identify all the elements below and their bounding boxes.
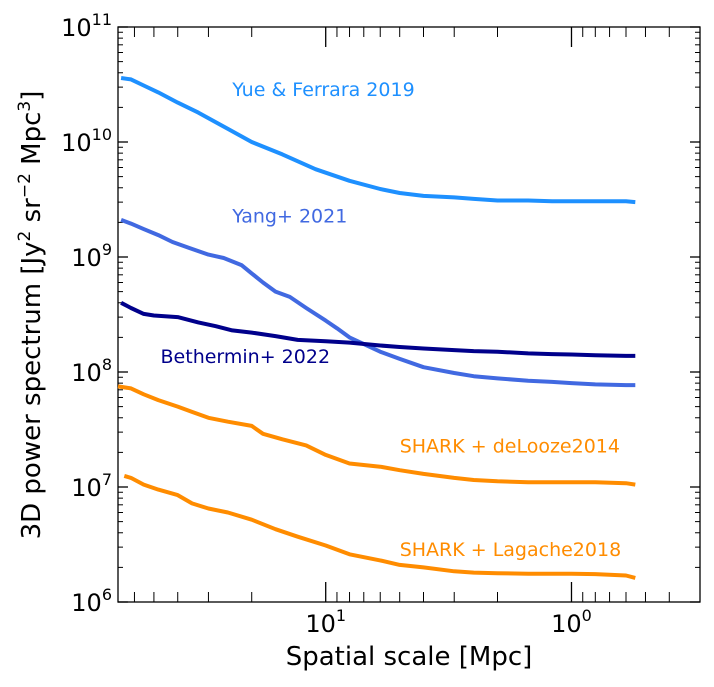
series-label-4: SHARK + Lagache2018 xyxy=(400,539,621,561)
x-axis-ticks: 101 100 xyxy=(305,27,592,638)
y-axis-label: 3D power spectrum [Jy2 sr−2 Mpc3] xyxy=(15,91,47,540)
y-tick-label-base: 10 xyxy=(71,589,102,617)
x-tick-label-base: 10 xyxy=(551,610,582,638)
series-line-0 xyxy=(120,76,636,205)
y-axis-label-superscript: 2 xyxy=(15,231,35,242)
series-label-2: Bethermin+ 2022 xyxy=(161,346,331,368)
series-line-4 xyxy=(123,473,636,580)
y-tick-label: 1011 xyxy=(61,10,112,42)
y-tick-label: 106 xyxy=(71,585,112,617)
series-line-2 xyxy=(120,301,636,358)
y-tick-label-exponent: 11 xyxy=(92,10,112,29)
y-tick-label-base: 10 xyxy=(61,14,92,42)
y-axis-label-superscript: −2 xyxy=(15,173,35,198)
y-tick-label: 1010 xyxy=(61,125,112,157)
series-label-3: SHARK + deLooze2014 xyxy=(400,435,620,457)
y-tick-label-exponent: 10 xyxy=(92,125,112,144)
y-tick-label-exponent: 9 xyxy=(102,240,112,259)
minor-ticks xyxy=(117,27,701,602)
y-axis-label-text: 3D power spectrum [Jy xyxy=(17,241,47,539)
series-label-0: Yue & Ferrara 2019 xyxy=(231,79,414,101)
y-tick-label: 107 xyxy=(71,470,112,502)
x-tick-label-exponent: 0 xyxy=(582,606,592,625)
y-axis-label-text: sr xyxy=(17,198,47,231)
series-lines xyxy=(117,76,636,580)
y-tick-label-exponent: 8 xyxy=(102,355,112,374)
y-tick-label-base: 10 xyxy=(71,359,102,387)
series-line-3 xyxy=(117,384,636,487)
x-axis-label: Spatial scale [Mpc] xyxy=(286,642,533,672)
y-tick-label: 108 xyxy=(71,355,112,387)
x-tick-label: 101 xyxy=(305,606,346,638)
x-tick-label: 100 xyxy=(551,606,592,638)
y-tick-label-base: 10 xyxy=(71,244,102,272)
y-tick-label-base: 10 xyxy=(71,474,102,502)
y-tick-label-base: 10 xyxy=(61,129,92,157)
y-tick-label-exponent: 7 xyxy=(102,470,112,489)
x-tick-label-exponent: 1 xyxy=(336,606,346,625)
y-tick-label-exponent: 6 xyxy=(102,585,112,604)
y-axis-label-text: Mpc xyxy=(17,112,47,174)
y-axis-label-text: ] xyxy=(17,91,47,101)
x-tick-label-base: 10 xyxy=(305,610,336,638)
series-line-1 xyxy=(120,218,636,388)
y-axis-label-superscript: 3 xyxy=(15,101,35,112)
series-label-1: Yang+ 2021 xyxy=(231,205,347,227)
plot-frame xyxy=(117,26,701,603)
series-labels: Yue & Ferrara 2019 Yang+ 2021 Bethermin+ 2… xyxy=(161,79,622,561)
y-tick-label: 109 xyxy=(71,240,112,272)
